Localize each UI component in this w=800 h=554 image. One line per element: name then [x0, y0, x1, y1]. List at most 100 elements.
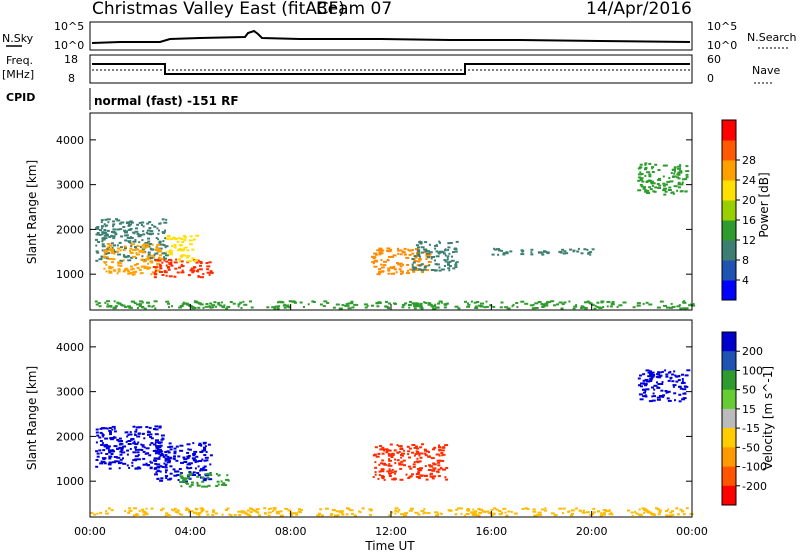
power-echo-cell [98, 258, 103, 261]
power-echo-cell [158, 248, 161, 251]
power-echo-cell [100, 255, 104, 258]
velocity-echo-cell [589, 513, 593, 516]
power-echo-cell [426, 252, 430, 255]
velocity-echo-cell [385, 451, 389, 454]
velocity-echo-cell [657, 376, 662, 379]
velocity-echo-cell [172, 468, 176, 471]
power-echo-cell [408, 306, 411, 309]
velocity-colorbar-segment [722, 389, 736, 410]
velocity-echo-cell [136, 435, 141, 438]
velocity-echo-cell [102, 461, 106, 463]
power-colorbar-segment [722, 160, 736, 181]
power-echo-cell [593, 307, 597, 310]
power-echo-cell [191, 257, 195, 260]
power-echo-cell [502, 252, 507, 255]
power-echo-cell [150, 254, 154, 257]
power-echo-cell [427, 256, 430, 259]
power-echo-cell [163, 221, 168, 224]
velocity-echo-cell [142, 513, 146, 516]
nsearch-tick-top: 10^5 [707, 20, 737, 33]
power-echo-cell [199, 303, 204, 306]
velocity-echo-cell [608, 513, 612, 516]
power-echo-cell [563, 301, 567, 304]
power-echo-cell [427, 261, 432, 263]
power-echo-cell [663, 304, 667, 307]
power-echo-cell [110, 250, 114, 253]
power-echo-cell [147, 305, 151, 308]
power-echo-cell [154, 273, 157, 276]
power-echo-cell [640, 185, 644, 188]
velocity-echo-cell [653, 384, 658, 387]
velocity-echo-cell [642, 379, 646, 382]
power-echo-cell [118, 219, 121, 222]
velocity-echo-cell [665, 375, 669, 378]
velocity-echo-cell [153, 467, 157, 470]
velocity-echo-cell [154, 449, 158, 452]
power-echo-cell [428, 243, 431, 246]
power-echo-cell [374, 253, 378, 256]
velocity-echo-cell [665, 510, 668, 512]
velocity-echo-cell [150, 442, 154, 445]
power-echo-cell [664, 164, 668, 167]
power-echo-cell [376, 273, 381, 276]
velocity-echo-cell [400, 445, 403, 447]
velocity-echo-cell [591, 512, 595, 515]
power-echo-cell [151, 305, 154, 308]
velocity-echo-cell [138, 509, 141, 512]
velocity-echo-cell [374, 446, 378, 449]
power-echo-cell [146, 229, 151, 232]
velocity-echo-cell [127, 511, 131, 514]
power-echo-cell [470, 300, 473, 303]
xtick-label: 00:00 [676, 525, 708, 538]
velocity-echo-cell [686, 369, 691, 372]
velocity-echo-cell [421, 443, 424, 446]
power-echo-cell [152, 266, 156, 268]
velocity-echo-cell [382, 462, 386, 465]
velocity-colorbar-segment [722, 408, 736, 429]
nave-tick-top: 60 [707, 53, 721, 66]
velocity-echo-cell [108, 429, 112, 432]
velocity-echo-cell [361, 507, 365, 510]
power-echo-cell [406, 272, 410, 275]
power-echo-cell [161, 231, 166, 234]
power-echo-cell [453, 248, 458, 251]
velocity-echo-cell [128, 433, 133, 436]
power-echo-cell [174, 246, 177, 249]
velocity-echo-cell [656, 398, 661, 401]
velocity-echo-cell [156, 457, 161, 460]
velocity-echo-cell [187, 476, 191, 479]
velocity-echo-cell [657, 373, 661, 376]
velocity-plot-frame [89, 319, 693, 518]
power-echo-cell [95, 259, 99, 262]
velocity-ytick-label: 2000 [56, 430, 84, 443]
velocity-echo-cell [423, 448, 427, 451]
velocity-echo-cell [159, 470, 162, 473]
velocity-echo-cell [297, 510, 301, 513]
power-echo-cell [105, 270, 108, 273]
power-echo-cell [161, 274, 165, 276]
power-echo-cell [217, 303, 221, 306]
velocity-echo-cell [427, 469, 432, 471]
power-echo-cell [136, 303, 140, 306]
power-echo-cell [168, 306, 170, 309]
velocity-echo-cell [651, 513, 656, 516]
velocity-echo-cell [141, 445, 144, 448]
power-echo-cell [464, 300, 467, 303]
velocity-echo-cell [212, 510, 215, 513]
velocity-echo-cell [334, 514, 338, 517]
power-echo-cell [645, 301, 649, 304]
velocity-echo-cell [166, 450, 170, 453]
power-echo-cell [435, 250, 439, 253]
velocity-echo-cell [667, 399, 672, 402]
power-echo-cell [166, 235, 171, 238]
power-echo-cell [271, 306, 276, 309]
velocity-echo-cell [660, 371, 663, 374]
power-echo-cell [454, 305, 459, 308]
power-echo-cell [171, 305, 173, 308]
power-echo-cell [217, 301, 221, 304]
power-echo-cell [382, 264, 387, 267]
velocity-echo-cell [638, 508, 641, 511]
velocity-echo-cell [157, 463, 161, 466]
power-echo-cell [158, 256, 160, 259]
velocity-echo-cell [109, 438, 114, 441]
